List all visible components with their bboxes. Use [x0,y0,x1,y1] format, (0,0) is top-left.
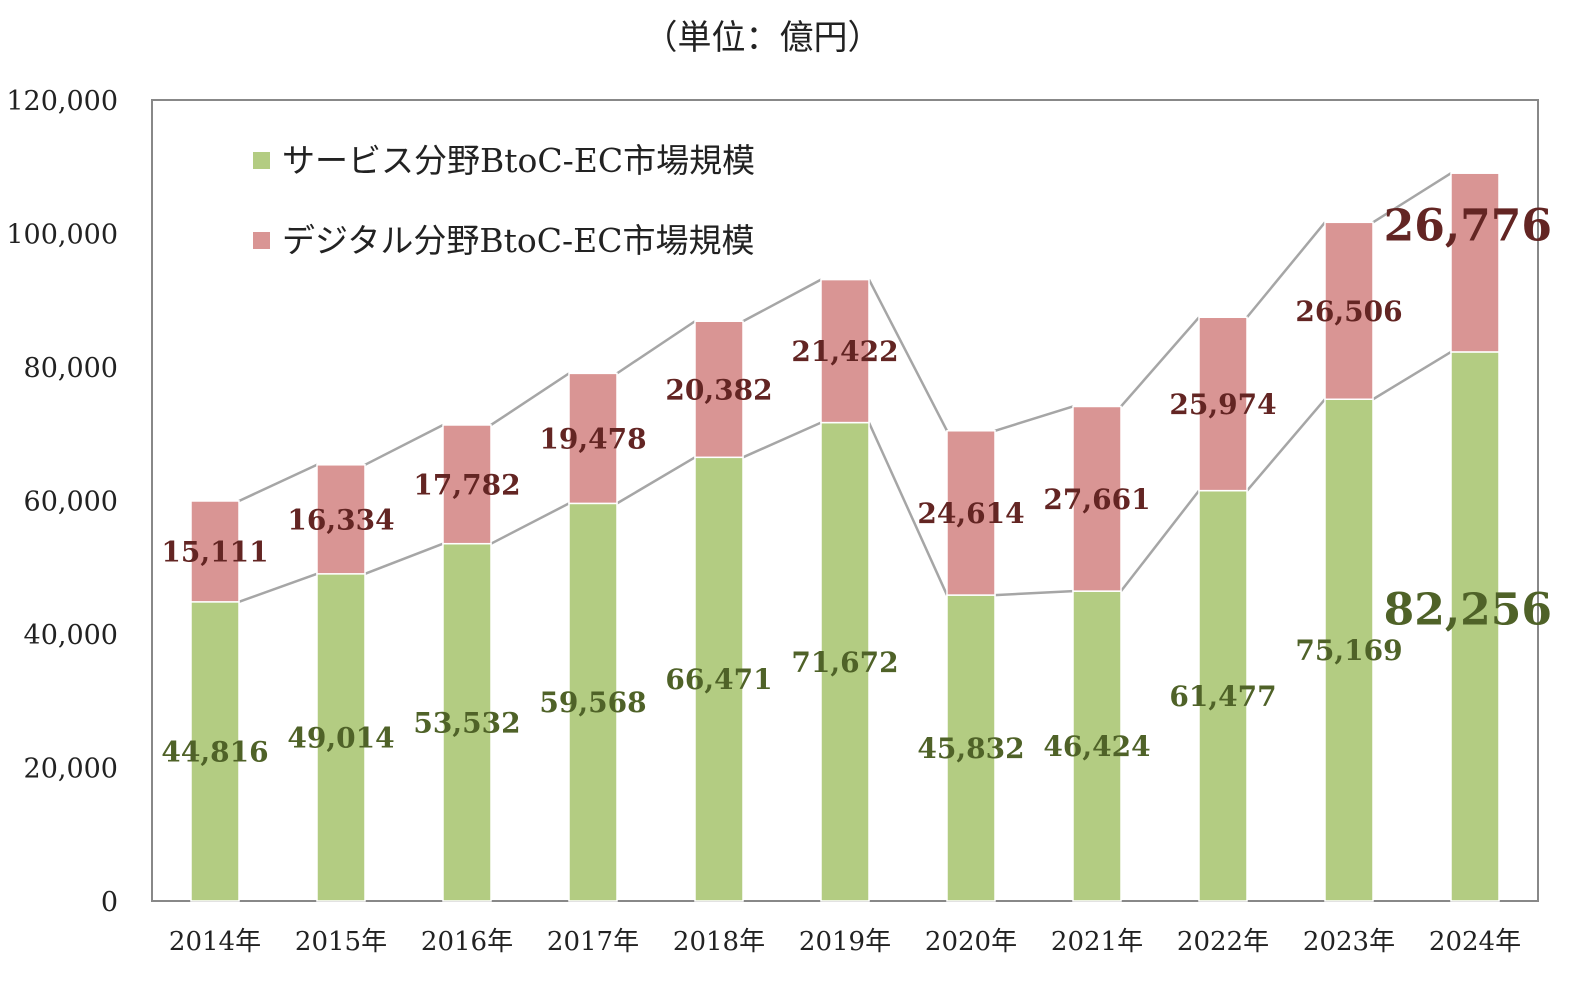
series-line [238,463,318,503]
x-tick-label: 2024年 [1429,927,1521,957]
x-tick-label: 2018年 [673,927,765,957]
bar-service [820,421,870,902]
series-line [490,502,570,545]
data-label: 46,424 [1043,730,1150,763]
y-tick-label: 20,000 [24,754,118,785]
bar-service [190,601,240,902]
bar-digital [442,424,492,545]
legend-swatch [253,232,270,249]
series-line [364,542,444,575]
series-line [994,405,1074,432]
bar-digital [1072,405,1122,592]
series-line [742,278,822,323]
data-label: 21,422 [791,335,898,368]
bar-service [1324,398,1374,902]
bar-service [442,542,492,902]
bar-digital [1450,172,1500,353]
series-line [1120,316,1200,408]
y-tick-label: 60,000 [24,487,118,518]
bar-digital [694,320,744,459]
legend-label: サービス分野BtoC-EC市場規模 [282,141,755,180]
x-tick-label: 2015年 [295,927,387,957]
bar-service [1450,351,1500,902]
x-tick-label: 2022年 [1177,927,1269,957]
data-label: 17,782 [413,468,520,501]
data-label: 15,111 [161,535,268,568]
x-tick-label: 2021年 [1051,927,1143,957]
data-label: 82,256 [1384,584,1552,635]
series-line [742,421,822,459]
bar-digital [820,278,870,424]
bar-digital [1324,221,1374,400]
series-line [364,423,444,466]
bar-digital [190,500,240,603]
data-label: 25,974 [1169,388,1276,421]
unit-label: （単位：億円） [643,18,882,58]
series-line [616,456,696,505]
series-line [238,572,318,604]
y-tick-label: 40,000 [24,620,118,651]
bar-service [946,594,996,902]
series-line [1120,489,1200,592]
data-label: 44,816 [161,735,268,768]
series-line [867,279,949,432]
bar-service [568,502,618,902]
bar-service [316,573,366,902]
bar-service [694,456,744,902]
series-line [490,372,570,427]
data-label: 75,169 [1295,634,1402,667]
y-tick-label: 100,000 [6,220,118,251]
y-tick-label: 80,000 [24,353,118,384]
bar-digital [946,430,996,596]
data-label: 20,382 [665,373,772,406]
bar-digital [316,464,366,575]
bar-service [1198,489,1248,902]
data-label: 16,334 [287,503,394,536]
data-label: 61,477 [1169,680,1276,713]
bar-digital [568,372,618,505]
data-label: 26,506 [1295,295,1402,328]
series-line [1372,350,1452,401]
x-tick-label: 2017年 [547,927,639,957]
y-tick-label: 120,000 [6,86,118,117]
data-label: 26,776 [1384,201,1552,252]
series-line [616,320,696,375]
data-label: 45,832 [917,732,1024,765]
x-tick-label: 2019年 [799,927,891,957]
x-tick-label: 2014年 [169,927,261,957]
data-label: 53,532 [413,706,520,739]
data-label: 71,672 [791,646,898,679]
bar-digital [1198,316,1248,492]
series-line [1246,398,1326,492]
series-line [867,422,949,596]
data-label: 59,568 [539,686,646,719]
y-tick-label: 0 [101,887,118,918]
x-tick-label: 2020年 [925,927,1017,957]
bar-service [1072,590,1122,902]
data-label: 19,478 [539,422,646,455]
data-label: 66,471 [665,663,772,696]
data-label: 27,661 [1043,483,1150,516]
series-line [1372,172,1452,224]
data-label: 49,014 [287,721,394,754]
legend-swatch [253,152,270,169]
series-line [994,589,1074,597]
x-tick-label: 2016年 [421,927,513,957]
legend-label: デジタル分野BtoC-EC市場規模 [282,221,754,260]
x-tick-label: 2023年 [1303,927,1395,957]
series-line [1246,221,1326,319]
data-label: 24,614 [917,497,1024,530]
